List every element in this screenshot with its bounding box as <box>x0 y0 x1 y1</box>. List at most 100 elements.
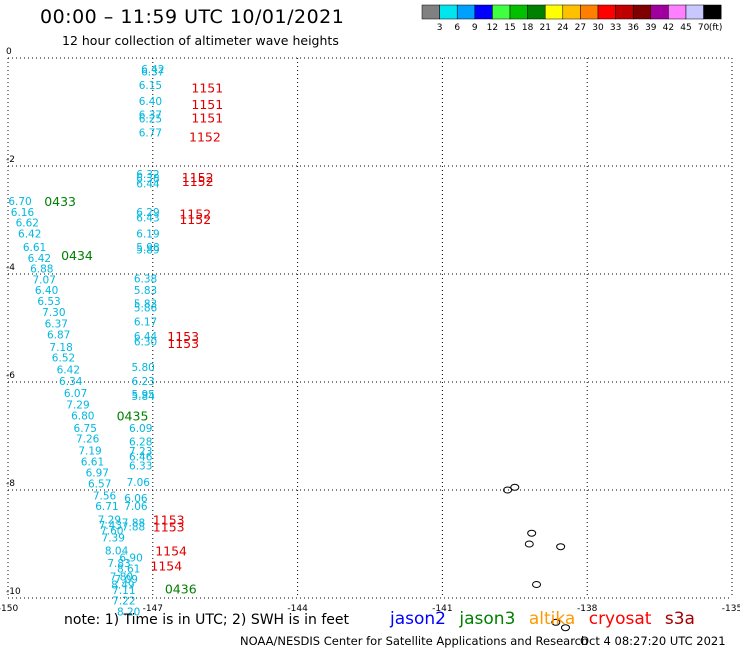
legend-tick-label: 27 <box>575 23 586 33</box>
legend-unit-label: (ft) <box>709 23 723 33</box>
wave-height-value: 6.42 <box>57 365 80 377</box>
wave-height-value: 6.19 <box>136 229 159 241</box>
lat-tick-label: -2 <box>6 155 15 165</box>
page-title: 00:00 – 11:59 UTC 10/01/2021 <box>40 6 344 28</box>
satellite-legend: jason2 jason3 altika cryosat s3a <box>390 609 703 629</box>
legend-tick-labels: 3 6 9 12 15 18 21 24 27 30 33 36 39 42 45 70 (ft) <box>437 23 723 33</box>
wave-height-value: 6.38 <box>134 273 157 285</box>
wave-height-value: 6.40 <box>139 96 162 108</box>
lon-tick-label: -150 <box>0 604 18 614</box>
lat-tick-label: -8 <box>6 479 15 489</box>
satellite-s3a: s3a <box>665 609 695 629</box>
legend-color-box <box>492 5 510 19</box>
legend-tick-label: 6 <box>454 23 460 33</box>
wave-height-value: 7.26 <box>76 434 100 446</box>
legend-tick-label: 3 <box>437 23 443 33</box>
pass-time-label: 0436 <box>165 581 197 596</box>
island-outline <box>557 544 565 550</box>
pass-time-label: 1153 <box>153 520 185 535</box>
legend-tick-label: 45 <box>680 23 691 33</box>
legend-color-box <box>651 5 669 19</box>
legend-tick-label: 30 <box>592 23 604 33</box>
wave-height-value: 8.49 <box>111 580 134 592</box>
wave-height-value: 7.06 <box>124 501 148 513</box>
pass-time-label: 1151 <box>191 110 223 125</box>
wave-height-value: 6.33 <box>129 461 152 473</box>
wave-height-value: 6.30 <box>134 337 157 349</box>
wave-height-value: 5.86 <box>134 302 158 314</box>
wave-height-value: 6.17 <box>134 317 157 329</box>
pass-time-label: 1153 <box>167 336 199 351</box>
legend-tick-label: 39 <box>645 23 657 33</box>
legend-tick-label: 15 <box>504 23 515 33</box>
legend-color-scale <box>422 5 721 19</box>
legend-color-box <box>563 5 581 19</box>
wave-height-value: 6.52 <box>52 353 75 365</box>
wave-height-value: 6.15 <box>139 80 162 92</box>
legend-color-box <box>580 5 598 19</box>
legend-tick-label: 36 <box>627 23 639 33</box>
pass-time-label: 1154 <box>150 559 182 574</box>
legend-tick-label: 24 <box>557 23 569 33</box>
legend-color-box <box>686 5 704 19</box>
wave-height-value: 6.23 <box>131 376 154 388</box>
satellite-altika: altika <box>529 609 576 629</box>
wave-height-value: 5.80 <box>131 362 154 374</box>
lat-tick-label: 0 <box>6 47 12 57</box>
legend-tick-label: 12 <box>487 23 498 33</box>
legend-color-box <box>510 5 528 19</box>
legend-color-box <box>475 5 493 19</box>
lon-tick-label: -135 <box>722 604 740 614</box>
wave-height-value: 7.83 <box>107 558 130 570</box>
page-subtitle: 12 hour collection of altimeter wave hei… <box>62 33 339 48</box>
legend-tick-label: 21 <box>539 23 550 33</box>
wave-height-value: 6.87 <box>47 329 70 341</box>
wave-height-value: 6.25 <box>139 113 162 125</box>
legend-color-box <box>598 5 616 19</box>
island-outline <box>533 582 541 588</box>
satellite-jason3: jason3 <box>459 609 515 629</box>
wave-height-value: 6.71 <box>95 501 118 513</box>
wave-height-value: 5.89 <box>136 245 159 257</box>
pass-time-label: 1154 <box>155 543 187 558</box>
legend-tick-label: 9 <box>472 23 478 33</box>
lat-tick-label: -6 <box>6 371 15 381</box>
pass-time-label: 0435 <box>117 408 149 423</box>
pass-time-label: 0434 <box>61 248 93 263</box>
wave-height-value: 5.84 <box>131 391 155 403</box>
island-outline <box>511 484 519 490</box>
legend-color-box <box>704 5 722 19</box>
pass-time-label: 1152 <box>179 212 211 227</box>
wave-height-value: 6.09 <box>129 423 152 435</box>
lat-tick-label: -4 <box>6 263 15 273</box>
wave-height-value: 7.88 <box>122 522 145 534</box>
pass-time-label: 1152 <box>189 129 221 144</box>
note-text: note: 1) Time is in UTC; 2) SWH is in fe… <box>64 612 349 628</box>
satellite-cryosat: cryosat <box>589 609 652 629</box>
wave-height-value: 6.42 <box>18 229 41 241</box>
lat-tick-label: -10 <box>6 587 21 597</box>
legend-color-box <box>528 5 546 19</box>
island-outline <box>525 541 533 547</box>
wave-height-value: 6.07 <box>64 388 87 400</box>
wave-height-value: 6.43 <box>136 212 159 224</box>
wave-height-value: 6.77 <box>139 128 162 140</box>
legend-color-box <box>633 5 651 19</box>
legend-tick-label: 42 <box>663 23 674 33</box>
island-outline <box>528 530 536 536</box>
wave-height-value: 6.37 <box>141 67 164 79</box>
legend-tick-label: 18 <box>522 23 534 33</box>
wave-height-value: 6.44 <box>136 178 160 190</box>
wave-height-value: 7.39 <box>102 533 125 545</box>
wave-height-value: 6.80 <box>71 410 94 422</box>
legend-color-box <box>616 5 634 19</box>
pass-time-label: 0433 <box>44 194 76 209</box>
wave-height-value: 7.30 <box>42 307 65 319</box>
wave-height-value: 8.04 <box>105 545 129 557</box>
legend-color-box <box>545 5 563 19</box>
legend-color-box <box>457 5 475 19</box>
legend-color-box <box>422 5 440 19</box>
wave-height-value: 6.34 <box>59 376 83 388</box>
legend-tick-label: 33 <box>610 23 621 33</box>
